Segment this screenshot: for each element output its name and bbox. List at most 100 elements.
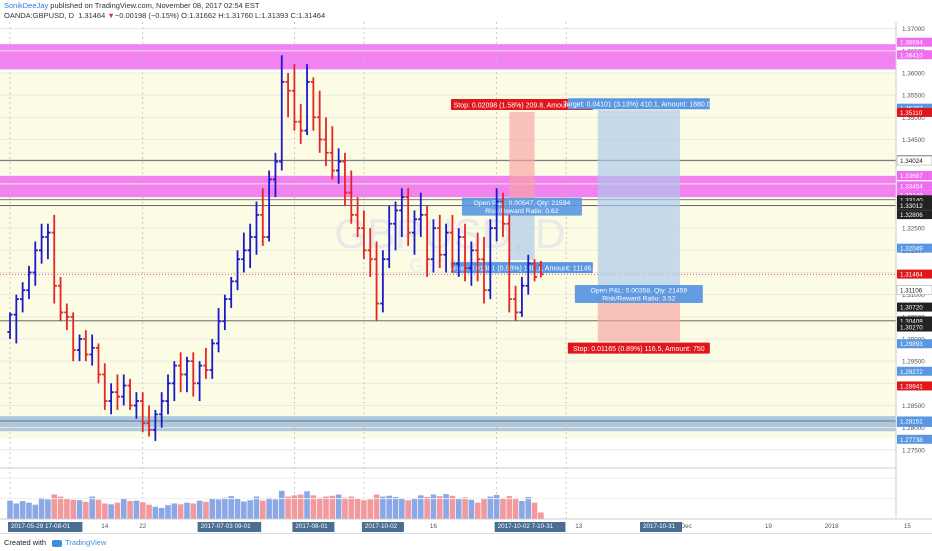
- volume-bar: [538, 512, 544, 519]
- close-label: C:: [290, 11, 299, 20]
- time-axis[interactable]: 2017-05-29 17-08-01 14 22 2017-07-03 09-01 2…: [0, 518, 932, 533]
- price-label: 1.27738: [900, 437, 923, 444]
- price-label-box: [897, 434, 932, 444]
- volume-bar: [373, 494, 380, 519]
- price-tick-label: 1.37000: [902, 26, 925, 33]
- volume-bar: [386, 495, 392, 519]
- stop-label: Stop: 0.02098 (1.58%) 209.8, Amount: 120…: [454, 102, 591, 109]
- volume-bar: [57, 496, 64, 519]
- price-label: 1.28151: [900, 418, 923, 425]
- volume-bar: [184, 502, 190, 519]
- volume-bar: [26, 502, 32, 519]
- target-label: Target: 0.04101 (3.13%) 410.1, Amount: 1…: [563, 102, 714, 109]
- author-link[interactable]: SonikDeeJay: [4, 1, 49, 10]
- price-label: 1.36694: [900, 40, 923, 47]
- volume-bar: [405, 500, 411, 519]
- price-tick-label: 1.27500: [902, 447, 925, 454]
- price-label: 1.29272: [900, 369, 923, 376]
- time-label-box: [292, 522, 335, 532]
- volume-bar: [430, 494, 437, 519]
- price-label: 1.33012: [900, 203, 923, 210]
- price-tick-label: 1.29500: [902, 359, 925, 366]
- stop-label-box: [450, 98, 593, 110]
- price-label-box: [897, 107, 932, 117]
- volume-bar: [531, 502, 538, 519]
- volume-bar: [424, 496, 430, 519]
- volume-bar: [297, 494, 304, 519]
- volume-bar: [323, 496, 329, 519]
- price-label-box: [897, 302, 932, 312]
- price-label-box: [897, 322, 932, 332]
- volume-bar: [146, 504, 152, 519]
- grid-layer: [0, 22, 896, 519]
- price-label: 1.30270: [900, 325, 923, 332]
- volume-bar: [228, 496, 234, 519]
- low-value: 1.31393: [261, 11, 289, 20]
- volume-bar: [278, 490, 285, 519]
- volume-bar: [285, 496, 291, 519]
- publish-line: SonikDeeJay published on TradingView.com…: [4, 1, 932, 11]
- price-label-box: [897, 195, 932, 205]
- price-tick-label: 1.28500: [902, 403, 925, 410]
- price-tick-label: 1.35000: [902, 115, 925, 122]
- volume-bar: [120, 498, 127, 519]
- volume-bar: [335, 494, 342, 519]
- price-label: 1.34024: [900, 158, 923, 165]
- position-target-zone[interactable]: [597, 110, 680, 292]
- price-label: 1.35110: [900, 110, 923, 117]
- price-label-box: [897, 316, 932, 326]
- positions-layer[interactable]: Stop: 0.02098 (1.58%) 209.8, Amount: 120…: [447, 98, 715, 354]
- volume-bar: [38, 497, 45, 519]
- target-label-box: [567, 98, 710, 110]
- tradingview-link[interactable]: TradingView: [65, 538, 107, 547]
- price-label: 1.28941: [900, 383, 923, 390]
- price-label: 1.32049: [900, 246, 923, 253]
- price-label: 1.31106: [900, 287, 923, 294]
- time-label: 2017-10-31: [643, 523, 676, 530]
- symbol-name[interactable]: OANDA:GBPUSD, D: [4, 11, 75, 20]
- price-label-box: [897, 200, 932, 210]
- time-label: 2017-07-03 09-01: [201, 523, 252, 530]
- rr-label: Risk/Reward Ratio: 0.62: [485, 208, 559, 215]
- price-label-box: [896, 285, 932, 295]
- volume-bar: [114, 502, 121, 519]
- volume-bar: [247, 500, 253, 519]
- volume-bar: [203, 501, 209, 519]
- price-label: 1.32806: [900, 212, 923, 219]
- chart-canvas[interactable]: GBPUSD, D GBP/USD Stop: 0.02098 (1.58%) …: [0, 0, 932, 533]
- time-label: 15: [904, 523, 912, 530]
- down-arrow-icon: ▼: [107, 11, 115, 20]
- high-label: H:: [218, 11, 226, 20]
- volume-bar: [158, 507, 165, 519]
- price-label-box: [897, 190, 932, 200]
- volume-bar: [342, 497, 348, 519]
- price-label-box: [897, 50, 932, 60]
- price-tick-label: 1.35500: [902, 93, 925, 100]
- symbol-line: OANDA:GBPUSD, D 1.31464 ▼−0.00198 (−0.15…: [4, 11, 932, 21]
- last-price: 1.31464: [78, 11, 106, 20]
- rr-label: Risk/Reward Ratio: 3.52: [602, 295, 676, 302]
- target-label-box: [450, 262, 593, 274]
- volume-bar: [209, 498, 216, 519]
- price-axis[interactable]: 1.370001.365001.360001.355001.350001.345…: [895, 22, 932, 519]
- volume-bar: [367, 499, 374, 519]
- volume-bar: [95, 499, 102, 519]
- price-label: 1.33687: [900, 173, 923, 180]
- volume-bar: [455, 498, 462, 519]
- volume-bar: [418, 495, 424, 519]
- volume-layer: 100K50K: [0, 467, 932, 519]
- price-tick-label: 1.28000: [902, 425, 925, 432]
- volume-bar: [133, 500, 140, 519]
- close-value: 1.31464: [298, 11, 326, 20]
- volume-bar: [348, 496, 355, 519]
- price-tick-label: 1.32500: [902, 226, 925, 233]
- magenta-zone: [0, 175, 896, 198]
- volume-bar: [139, 502, 146, 519]
- position-stop-zone[interactable]: [509, 111, 535, 205]
- volume-bar: [76, 500, 83, 519]
- volume-bar: [474, 502, 481, 519]
- time-label: 2017-05-29 17-08-01: [11, 523, 71, 530]
- volume-bar: [196, 500, 203, 519]
- volume-bar: [354, 498, 361, 519]
- price-label-box: [897, 243, 932, 253]
